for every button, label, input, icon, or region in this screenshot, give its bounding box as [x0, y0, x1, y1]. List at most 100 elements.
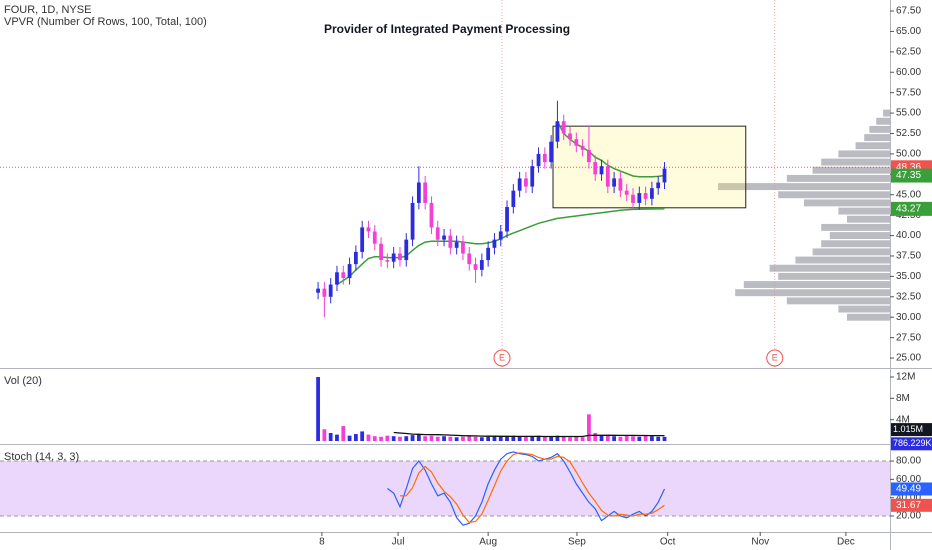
- y-tick-label: 35.00: [896, 271, 921, 282]
- candle-body: [404, 239, 409, 261]
- volume-bar: [410, 435, 415, 442]
- volume-profile-bar: [821, 223, 890, 231]
- volume-bar: [643, 435, 648, 442]
- volume-bar: [454, 437, 459, 442]
- volume-bar: [360, 431, 365, 442]
- volume-bar: [555, 435, 560, 442]
- volume-profile-bar: [838, 305, 890, 313]
- candle-body: [580, 145, 585, 150]
- candle-body: [435, 227, 440, 240]
- candle-body: [429, 202, 434, 228]
- candle-body: [328, 284, 333, 297]
- volume-profile-bar: [786, 297, 890, 305]
- volume-bar: [605, 434, 610, 442]
- volume-profile-bar: [876, 117, 890, 125]
- candle-body: [561, 121, 566, 134]
- candle-body: [650, 188, 654, 199]
- candle-body: [385, 260, 390, 262]
- volume-bar: [530, 436, 535, 442]
- volume-bar: [366, 434, 371, 442]
- chart-title: Provider of Integrated Payment Processin…: [324, 22, 570, 36]
- candle-body: [473, 264, 478, 270]
- volume-bar: [542, 436, 547, 442]
- candle-body: [335, 272, 339, 285]
- volume-bar: [486, 436, 491, 442]
- y-tick-label: 65.00: [896, 26, 921, 37]
- volume-bar: [353, 434, 358, 442]
- event-marker: [493, 349, 511, 367]
- volume-profile-bar: [812, 166, 890, 174]
- price-label: 48.36: [896, 162, 921, 173]
- candle-body: [416, 182, 421, 203]
- volume-bar: [662, 436, 667, 442]
- candle-body: [379, 243, 383, 261]
- candle-body: [637, 193, 642, 203]
- volume-bar: [479, 437, 484, 442]
- event-label: E: [499, 352, 505, 362]
- volume-bar: [574, 436, 579, 442]
- volume-profile-bar: [786, 174, 890, 182]
- x-tick-label: Dec: [837, 537, 855, 548]
- candle-body: [341, 272, 346, 279]
- volume-bar: [631, 436, 635, 442]
- volume-profile-bar: [847, 313, 890, 321]
- candle-body: [486, 247, 491, 261]
- price-label-box: [891, 201, 932, 216]
- candle-body: [656, 182, 661, 189]
- candle-body: [624, 190, 629, 195]
- candle-body: [524, 178, 528, 187]
- volume-bar: [372, 436, 377, 442]
- volume-bar: [328, 433, 333, 442]
- y-tick-label: 25.00: [896, 353, 921, 364]
- x-tick-label: Aug: [479, 537, 497, 548]
- volume-profile-bar: [864, 134, 890, 142]
- y-tick-label: 30.00: [896, 312, 921, 323]
- volume-bar: [524, 436, 528, 442]
- volume-bar: [536, 435, 541, 442]
- stoch-label: 31.67: [896, 500, 921, 511]
- stoch-label-box: [891, 498, 932, 512]
- vwap-line: [336, 208, 665, 286]
- volume-bar: [593, 433, 598, 442]
- candle-body: [360, 227, 365, 252]
- candle-body: [423, 182, 428, 203]
- candle-body: [505, 206, 509, 232]
- pane-title: Vol (20): [4, 375, 42, 387]
- candle-body: [353, 251, 358, 265]
- candle-body: [555, 121, 560, 142]
- stoch-line: [400, 452, 665, 524]
- y-tick-label: 52.50: [896, 128, 921, 139]
- candle-body: [372, 231, 377, 244]
- candle-body: [643, 193, 648, 199]
- candle-body: [442, 235, 446, 240]
- volume-bar: [429, 435, 434, 442]
- volume-bar: [442, 436, 446, 442]
- volume-bar: [379, 436, 383, 442]
- volume-bar: [656, 436, 661, 442]
- volume-bar: [549, 436, 554, 442]
- volume-bar: [341, 426, 346, 442]
- candle-body: [536, 153, 541, 167]
- volume-profile-bar: [821, 240, 890, 248]
- volume-profile-bar: [718, 183, 890, 191]
- candle-body: [391, 253, 396, 262]
- candle-body: [587, 149, 591, 163]
- y-tick-label: 40.00: [896, 492, 921, 503]
- volume-profile-bar: [883, 109, 890, 117]
- volume-bar: [391, 436, 396, 442]
- candle-body: [593, 162, 598, 175]
- volume-bar: [316, 377, 320, 442]
- candle-body: [574, 139, 579, 146]
- candle-body: [448, 235, 453, 248]
- candle-body: [631, 194, 635, 203]
- volume-bar: [448, 436, 453, 442]
- y-tick-label: 60.00: [896, 67, 921, 78]
- volume-profile-bar: [821, 158, 890, 166]
- candle-body: [530, 166, 535, 187]
- volume-profile-bar: [869, 125, 890, 133]
- volume-bar: [335, 434, 339, 442]
- candle-body: [322, 288, 327, 297]
- volume-bar: [580, 437, 585, 442]
- volume-bar: [587, 414, 591, 442]
- candle-body: [347, 264, 352, 279]
